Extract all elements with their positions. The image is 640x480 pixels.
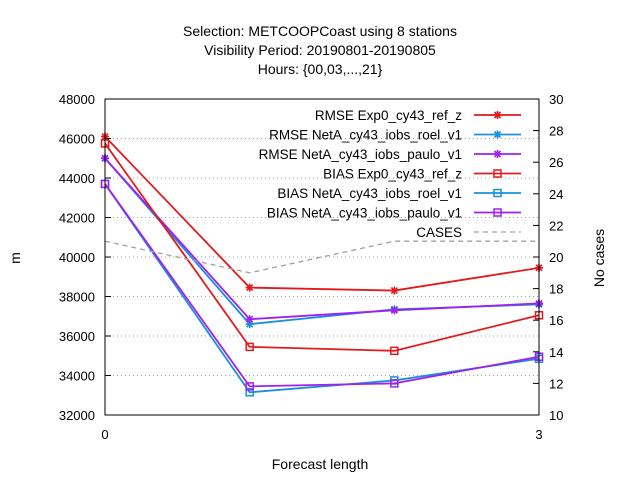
legend-entry: RMSE Exp0_cy43_ref_z <box>315 108 521 123</box>
y2-tick-label: 18 <box>549 282 563 297</box>
legend-entry: RMSE NetA_cy43_iobs_paulo_v1 <box>259 147 521 162</box>
legend: RMSE Exp0_cy43_ref_z RMSE NetA_cy43_iobs_… <box>259 108 521 240</box>
legend-label: RMSE Exp0_cy43_ref_z <box>315 108 462 123</box>
legend-entry: CASES <box>416 225 521 240</box>
y-tick-label: 36000 <box>59 329 95 344</box>
legend-entry: BIAS Exp0_cy43_ref_z <box>323 167 521 182</box>
y-tick-label: 46000 <box>59 132 95 147</box>
series-3 <box>100 139 544 356</box>
grid-lines <box>105 138 539 376</box>
data-point <box>245 342 254 352</box>
x-tick-label: 0 <box>101 427 108 442</box>
legend-marker <box>493 169 502 178</box>
series-line <box>104 157 540 326</box>
legend-entry: BIAS NetA_cy43_iobs_paulo_v1 <box>267 206 521 221</box>
data-point <box>390 379 399 388</box>
legend-label: CASES <box>416 225 462 240</box>
title-line: Hours: {00,03,...,21} <box>258 61 383 77</box>
y-tick-label: 32000 <box>59 408 95 423</box>
y-tick-label: 34000 <box>59 369 95 384</box>
axis-ticks: 32000 34000 36000 38000 40000 42000 44000 46000… <box>59 92 564 442</box>
title-line: Selection: METCOOPCoast using 8 stations <box>183 23 457 39</box>
data-point <box>390 306 399 315</box>
legend-label: RMSE NetA_cy43_iobs_roel_v1 <box>269 128 462 143</box>
y2-tick-label: 28 <box>549 124 563 139</box>
series-2 <box>101 154 543 324</box>
y2-tick-label: 26 <box>549 155 563 170</box>
y-axis-label: m <box>7 252 23 264</box>
y2-tick-label: 30 <box>549 92 563 107</box>
title-line: Visibility Period: 20190801-20190805 <box>204 42 436 58</box>
y2-tick-label: 22 <box>549 218 563 233</box>
legend-marker <box>493 111 502 119</box>
y2-tick-label: 10 <box>549 408 563 423</box>
legend-marker <box>493 188 502 198</box>
data-point <box>390 346 399 356</box>
legend-marker <box>493 150 502 158</box>
series-0 <box>101 132 543 295</box>
y2-tick-label: 20 <box>549 250 563 265</box>
y-tick-label: 44000 <box>59 171 95 186</box>
y2-tick-label: 14 <box>549 345 563 360</box>
y2-tick-label: 24 <box>549 187 563 202</box>
legend-label: BIAS NetA_cy43_iobs_roel_v1 <box>277 186 462 201</box>
legend-label: RMSE NetA_cy43_iobs_paulo_v1 <box>259 147 462 162</box>
y2-tick-label: 12 <box>549 376 563 391</box>
data-point <box>245 315 254 324</box>
chart-title: Selection: METCOOPCoast using 8 stations… <box>183 23 457 77</box>
y-tick-label: 48000 <box>59 92 95 107</box>
series-layer <box>100 132 544 397</box>
x-axis-label: Forecast length <box>272 456 369 472</box>
series-line <box>104 142 540 352</box>
legend-label: BIAS Exp0_cy43_ref_z <box>323 167 462 182</box>
legend-entry: RMSE NetA_cy43_iobs_roel_v1 <box>269 128 521 143</box>
legend-marker <box>493 208 502 217</box>
data-point <box>245 382 254 391</box>
y2-axis-label: No cases <box>591 229 607 287</box>
y-tick-label: 38000 <box>59 290 95 305</box>
series-line <box>104 135 540 292</box>
y2-tick-label: 16 <box>549 313 563 328</box>
legend-label: BIAS NetA_cy43_iobs_paulo_v1 <box>267 206 462 221</box>
series-line <box>104 157 540 321</box>
data-point <box>245 388 254 397</box>
y-tick-label: 40000 <box>59 250 95 265</box>
series-line <box>104 240 539 274</box>
legend-entry: BIAS NetA_cy43_iobs_roel_v1 <box>277 186 521 201</box>
series-6 <box>104 240 539 274</box>
data-point <box>245 283 254 292</box>
x-tick-label: 3 <box>535 427 542 442</box>
legend-marker <box>493 130 502 139</box>
data-point <box>390 286 399 295</box>
series-line <box>104 183 540 388</box>
y-tick-label: 42000 <box>59 211 95 226</box>
